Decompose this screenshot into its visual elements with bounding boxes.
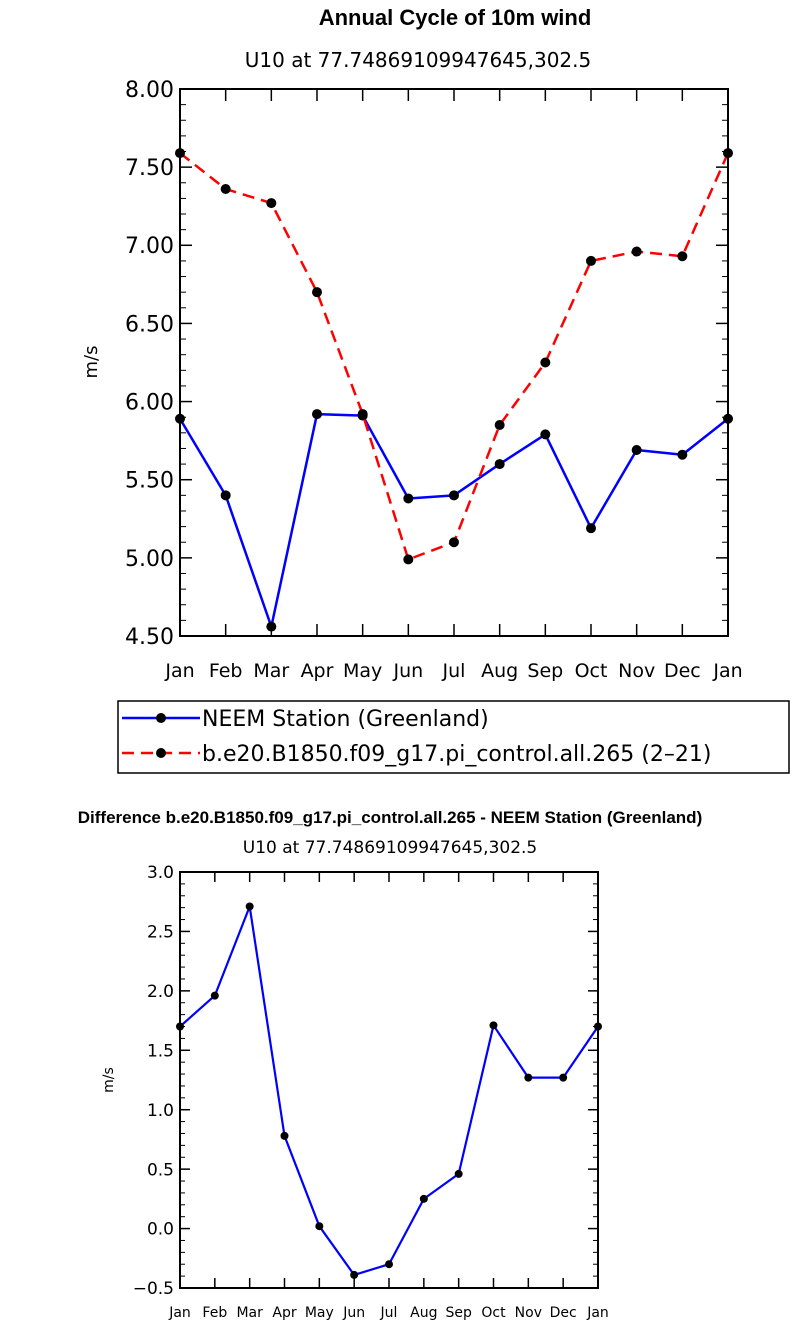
y-tick-label: 0.5 [147, 1160, 174, 1180]
series-line-0 [178, 412, 729, 628]
y-tick-label: 0.0 [147, 1220, 174, 1240]
data-point [559, 1073, 568, 1082]
x-tick-label: Sep [445, 1305, 472, 1321]
x-tick-label: Jun [392, 660, 423, 682]
y-tick-label: −0.5 [133, 1279, 174, 1299]
data-point [245, 902, 254, 911]
chart-title: Annual Cycle of 10m wind [319, 5, 592, 30]
x-tick-label: Mar [236, 1305, 263, 1321]
chart-subtitle: U10 at 77.74869109947645,302.5 [243, 838, 538, 858]
y-tick-label: 7.00 [125, 234, 174, 259]
y-tick-label: 6.50 [125, 312, 174, 337]
x-tick-label: Nov [515, 1305, 542, 1321]
data-point [449, 490, 459, 501]
x-tick-label: Dec [550, 1305, 577, 1321]
difference-chart: Difference b.e20.B1850.f09_g17.pi_contro… [78, 808, 702, 1321]
x-tick-label: Apr [272, 1305, 296, 1321]
x-tick-label: Aug [481, 660, 518, 682]
data-point [524, 1073, 533, 1082]
legend-label-model: b.e20.B1850.f09_g17.pi_control.all.265 (… [202, 742, 711, 767]
data-point [586, 255, 596, 266]
x-tick-label: Feb [202, 1305, 227, 1321]
x-tick-label: Jan [168, 1305, 191, 1321]
y-tick-label: 1.5 [147, 1041, 174, 1061]
y-axis-label: m/s [81, 346, 102, 379]
y-tick-label: 5.50 [125, 469, 174, 494]
data-point [357, 409, 368, 420]
y-tick-label: 3.0 [147, 863, 174, 883]
data-point [315, 1222, 324, 1231]
x-tick-label: Feb [209, 660, 243, 682]
data-point [403, 493, 414, 504]
data-point [631, 445, 642, 456]
x-tick-label: Jun [342, 1305, 365, 1321]
x-tick-label: Aug [410, 1305, 437, 1321]
x-tick-label: Jan [712, 660, 742, 682]
legend-entry-model: b.e20.B1850.f09_g17.pi_control.all.265 (… [122, 742, 711, 767]
x-tick-label: Apr [301, 660, 334, 682]
data-point [312, 287, 322, 298]
x-tick-label: Mar [253, 660, 289, 682]
data-point [220, 490, 231, 501]
data-point [540, 429, 551, 440]
legend-box [117, 700, 790, 774]
data-point [350, 1270, 359, 1279]
series-line-0 [179, 905, 599, 1277]
data-point [220, 184, 231, 195]
x-tick-label: Jul [380, 1305, 398, 1321]
data-point [419, 1194, 428, 1203]
data-point [494, 459, 505, 470]
y-tick-label: 4.50 [125, 625, 174, 650]
data-point [385, 1260, 393, 1269]
data-point [494, 420, 505, 431]
data-point [677, 251, 688, 262]
x-tick-label: Nov [618, 660, 655, 682]
annual-cycle-chart: Annual Cycle of 10m wind U10 at 77.74869… [81, 5, 743, 682]
data-point [677, 449, 688, 460]
legend-entry-neem: NEEM Station (Greenland) [122, 707, 489, 732]
data-point [266, 621, 277, 632]
data-point [586, 523, 596, 534]
data-point [454, 1169, 463, 1178]
x-tick-label: Jan [586, 1305, 609, 1321]
x-tick-label: Dec [664, 660, 701, 682]
data-point [631, 246, 642, 257]
y-tick-label: 6.00 [125, 390, 174, 415]
legend: NEEM Station (Greenland) b.e20.B1850.f09… [117, 700, 790, 774]
y-tick-label: 5.00 [125, 547, 174, 572]
y-axis-label: m/s [101, 1067, 117, 1093]
y-tick-label: 2.0 [147, 982, 174, 1002]
data-point [540, 357, 551, 368]
x-tick-label: Sep [527, 660, 563, 682]
data-point [312, 409, 322, 420]
data-point [280, 1131, 289, 1140]
x-tick-label: Jul [442, 660, 466, 682]
data-point [266, 198, 277, 209]
x-tick-label: May [343, 660, 382, 682]
legend-label-neem: NEEM Station (Greenland) [202, 707, 489, 732]
y-tick-label: 8.00 [125, 78, 174, 103]
x-tick-label: Oct [481, 1305, 506, 1321]
chart-subtitle: U10 at 77.74869109947645,302.5 [245, 48, 591, 72]
data-point [449, 537, 459, 548]
plot-frame [179, 871, 599, 1289]
data-point [403, 554, 414, 565]
y-tick-label: 1.0 [147, 1101, 174, 1121]
chart-title: Difference b.e20.B1850.f09_g17.pi_contro… [78, 808, 702, 827]
data-point [489, 1021, 498, 1030]
y-tick-label: 2.5 [147, 923, 174, 943]
data-point [210, 991, 219, 1000]
x-tick-label: May [305, 1305, 334, 1321]
x-tick-label: Jan [164, 660, 194, 682]
plot-frame [179, 88, 729, 637]
x-tick-label: Oct [575, 660, 608, 682]
y-tick-label: 7.50 [125, 156, 174, 181]
